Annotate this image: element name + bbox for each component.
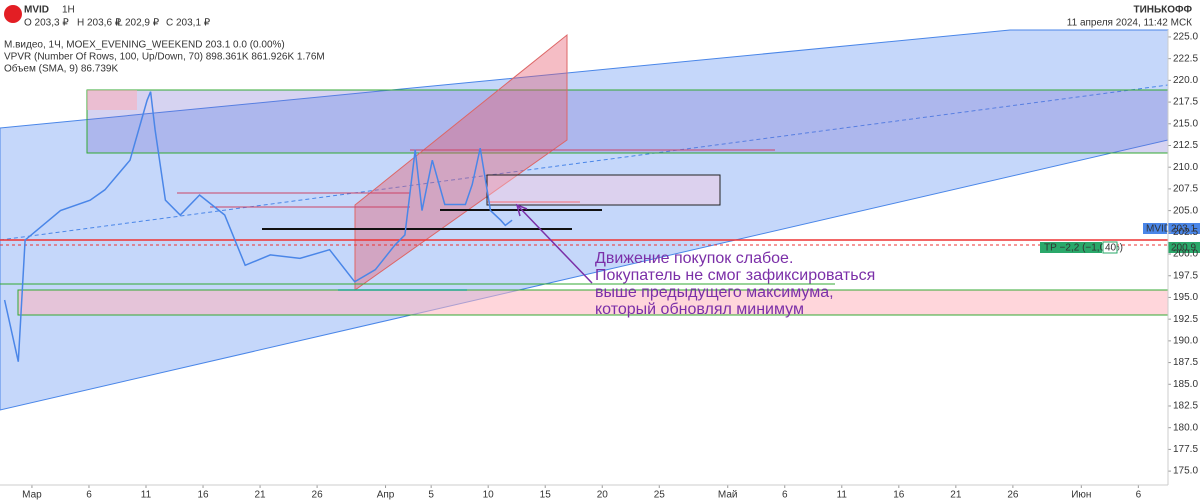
- annotation: Движение покупок слабое.: [595, 250, 793, 267]
- y-tick-label: 215.0: [1173, 118, 1198, 129]
- tp-tag: ТР −2,2 (−1,08%): [1044, 243, 1123, 254]
- brand: ТИНЬКОФФ: [1133, 5, 1192, 16]
- x-tick-label: 25: [654, 490, 666, 501]
- drawings: [0, 29, 1169, 411]
- tag-bg: [1168, 223, 1200, 234]
- x-tick-label: Апр: [377, 490, 395, 501]
- ohlc-close: С 203,1 ₽: [166, 18, 211, 29]
- x-tick-label: 10: [483, 490, 495, 501]
- y-tick-label: 220.0: [1173, 75, 1198, 86]
- tag-bg: [1102, 241, 1118, 254]
- y-tick-label: 187.5: [1173, 357, 1198, 368]
- qty-tag: 40: [1105, 243, 1117, 254]
- y-tick-label: 217.5: [1173, 97, 1198, 108]
- tag-bg: [1143, 223, 1167, 234]
- ohlc-low: L 202,9 ₽: [117, 18, 160, 29]
- price-tag-symbol: MVID: [1146, 224, 1171, 235]
- y-tick-label: 192.5: [1173, 314, 1198, 325]
- price-tag-line: 200.9: [1171, 243, 1196, 254]
- y-tick-label: 180.0: [1173, 422, 1198, 433]
- x-tick-label: 21: [950, 490, 962, 501]
- y-axis-bg: [1168, 30, 1200, 504]
- x-tick-label: 6: [86, 490, 92, 501]
- ohlc-high: Н 203,6 ₽: [77, 18, 122, 29]
- x-tick-label: 5: [428, 490, 434, 501]
- trend-line: [0, 84, 1169, 241]
- x-tick-label: 20: [597, 490, 609, 501]
- x-tick-label: 15: [540, 490, 552, 501]
- tag-bg: [1168, 242, 1200, 253]
- x-tick-label: 6: [782, 490, 788, 501]
- tag-bg: [1040, 242, 1102, 253]
- annotation: Покупатель не смог зафиксироваться: [595, 267, 875, 284]
- legend-line: Объем (SMA, 9) 86.739K: [4, 63, 118, 75]
- datetime: 11 апреля 2024, 11:42 МСК: [1067, 18, 1192, 29]
- annotation: выше предыдущего максимума,: [595, 284, 834, 301]
- x-tick-label: 26: [1007, 490, 1019, 501]
- price-line: [3, 91, 513, 362]
- ticker: MVID: [24, 5, 49, 16]
- x-tick-label: Мар: [22, 490, 42, 501]
- x-tick-label: 11: [141, 490, 152, 501]
- y-tick-label: 207.5: [1173, 184, 1198, 195]
- x-tick-label: Май: [718, 490, 738, 501]
- y-tick-label: 200.0: [1173, 249, 1198, 260]
- box: [486, 174, 721, 206]
- interval: 1H: [62, 5, 75, 16]
- y-tick-label: 225.0: [1173, 32, 1198, 43]
- zone-pink: [87, 90, 137, 110]
- price-tag-last: 203.1: [1171, 224, 1196, 235]
- legend-line: VPVR (Number Of Rows, 100, Up/Down, 70) …: [4, 52, 325, 63]
- channel-red: [354, 33, 568, 291]
- y-tick-label: 202.5: [1173, 227, 1198, 238]
- arrow-head: [515, 203, 528, 217]
- arrow: [517, 205, 593, 284]
- x-tick-label: Июн: [1071, 490, 1091, 501]
- zone-low: [17, 289, 1169, 316]
- y-tick-label: 185.0: [1173, 379, 1198, 390]
- x-tick-label: 16: [197, 490, 209, 501]
- y-tick-label: 182.5: [1173, 401, 1198, 412]
- legend-line: М.видео, 1Ч, MOEX_EVENING_WEEKEND 203.1 …: [4, 40, 285, 51]
- plot: [3, 91, 513, 362]
- y-tick-label: 197.5: [1173, 270, 1198, 281]
- x-tick-label: 11: [837, 490, 848, 501]
- x-tick-label: 16: [893, 490, 905, 501]
- y-tick-label: 205.0: [1173, 205, 1198, 216]
- y-tick-label: 177.5: [1173, 444, 1198, 455]
- x-tick-label: 21: [255, 490, 267, 501]
- y-tick-label: 212.5: [1173, 140, 1198, 151]
- y-tick-label: 195.0: [1173, 292, 1198, 303]
- y-tick-label: 210.0: [1173, 162, 1198, 173]
- logo: [4, 5, 22, 23]
- annotation: который обновлял минимум: [595, 301, 804, 318]
- zone: [86, 89, 1169, 154]
- y-tick-label: 222.5: [1173, 53, 1198, 64]
- y-tick-label: 190.0: [1173, 335, 1198, 346]
- x-tick-label: 26: [312, 490, 324, 501]
- ohlc-open: О 203,3 ₽: [24, 18, 69, 29]
- y-tick-label: 175.0: [1173, 466, 1198, 477]
- x-tick-label: 6: [1136, 490, 1142, 501]
